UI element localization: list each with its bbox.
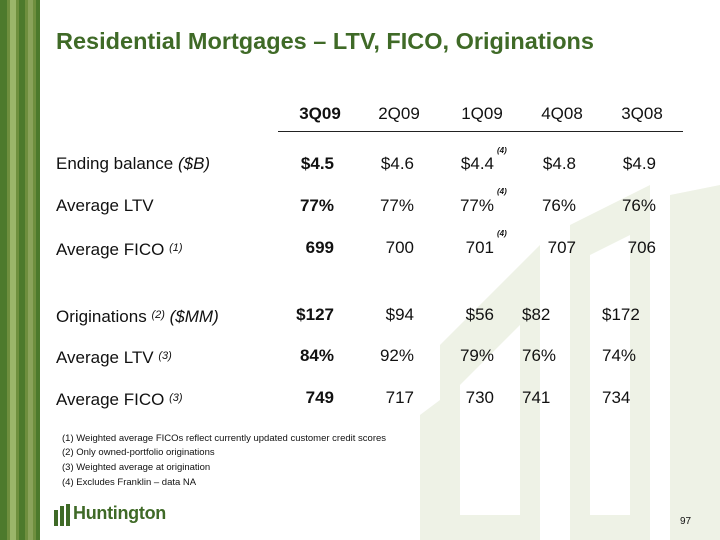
header-divider <box>278 131 683 132</box>
column-header: 3Q09 <box>299 104 341 123</box>
table-cell: 76% <box>621 196 656 215</box>
table-cell: $4.5 <box>300 154 334 173</box>
table-cell: 730 <box>465 388 494 407</box>
table-cell: 700 <box>385 238 414 257</box>
footnote-marker: (4) <box>497 187 507 196</box>
table-cell: $4.4 <box>460 154 494 173</box>
table-cell: $4.8 <box>542 154 576 173</box>
table-cell: $172 <box>602 305 640 324</box>
column-header: 2Q09 <box>378 104 420 123</box>
footnote-marker: (4) <box>497 229 507 238</box>
row-label: Average LTV <box>56 196 154 215</box>
column-header: 3Q08 <box>621 104 663 123</box>
table-cell: 92% <box>379 346 414 365</box>
table-cell: 749 <box>305 388 334 407</box>
table-cell: $94 <box>385 305 414 324</box>
row-label: Average FICO (1) <box>56 240 183 259</box>
row-label: Originations (2) ($MM) <box>56 307 219 326</box>
table-cell: $82 <box>522 305 551 324</box>
footnote: (3) Weighted average at origination <box>62 462 211 473</box>
row-label: Ending balance ($B) <box>56 154 211 173</box>
table-cell: 701 <box>465 238 494 257</box>
table-cell: $56 <box>465 305 494 324</box>
table-cell: 77% <box>459 196 494 215</box>
table-cell: 79% <box>459 346 494 365</box>
table-cell: 706 <box>627 238 656 257</box>
footnote: (4) Excludes Franklin – data NA <box>62 477 197 488</box>
table-cell: 84% <box>299 346 334 365</box>
table-cell: $4.6 <box>380 154 414 173</box>
huntington-logo-icon <box>54 504 70 526</box>
table-cell: 741 <box>522 388 551 407</box>
table-cell: 76% <box>522 346 557 365</box>
row-label: Average LTV (3) <box>56 348 172 367</box>
table-cell: $127 <box>296 305 334 324</box>
left-stripes-decoration <box>0 0 40 540</box>
table-cell: 77% <box>299 196 334 215</box>
table-cell: 74% <box>602 346 637 365</box>
footnote: (2) Only owned-portfolio originations <box>62 447 215 458</box>
page-number: 97 <box>680 516 692 527</box>
table-cell: 699 <box>305 238 334 257</box>
page-title: Residential Mortgages – LTV, FICO, Origi… <box>56 28 594 54</box>
huntington-logo-text: Huntington <box>73 503 166 523</box>
footnote: (1) Weighted average FICOs reflect curre… <box>62 433 387 444</box>
footnote-marker: (4) <box>497 146 507 155</box>
table-cell: 76% <box>541 196 576 215</box>
huntington-watermark <box>420 185 720 540</box>
table-cell: $4.9 <box>622 154 656 173</box>
table-cell: 717 <box>385 388 414 407</box>
column-header: 1Q09 <box>461 104 503 123</box>
table-cell: 707 <box>547 238 576 257</box>
table-cell: 734 <box>602 388 631 407</box>
row-label: Average FICO (3) <box>56 390 183 409</box>
column-header: 4Q08 <box>541 104 583 123</box>
table-cell: 77% <box>379 196 414 215</box>
